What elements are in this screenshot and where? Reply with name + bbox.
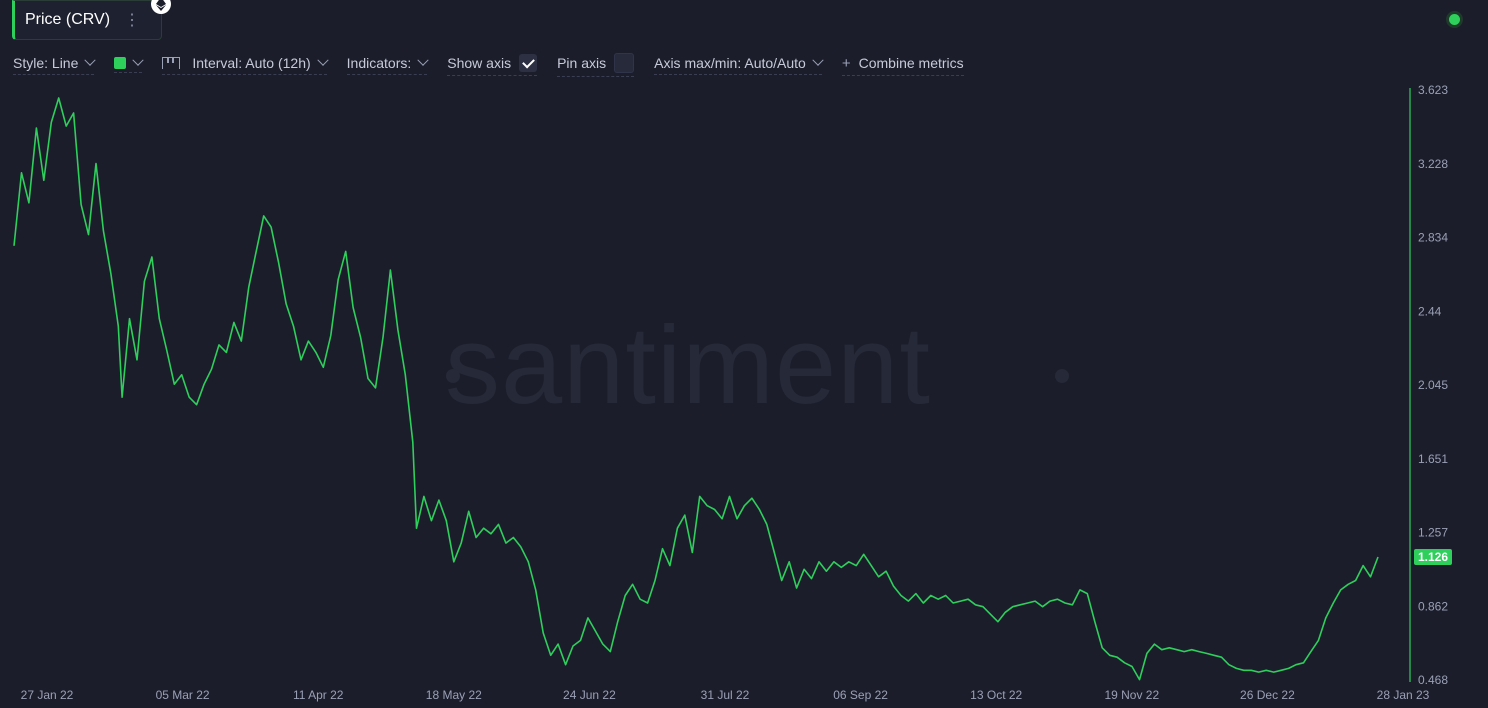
last-value-label: 1.126 [1418, 550, 1448, 564]
last-value-badge [1414, 548, 1452, 565]
x-tick-label: 05 Mar 22 [156, 688, 210, 702]
show-axis-checkbox[interactable] [519, 54, 538, 72]
color-picker[interactable] [114, 54, 145, 73]
watermark-dot [446, 369, 460, 383]
metric-tab-price-crv[interactable]: Price (CRV) ⋮ [12, 0, 162, 40]
watermark-dot [1055, 369, 1069, 383]
plus-icon: + [841, 54, 851, 72]
indicators-dropdown[interactable]: Indicators: [346, 54, 429, 75]
price-series-line [13, 97, 1379, 681]
y-tick-label: 3.228 [1418, 157, 1448, 171]
pin-axis-toggle[interactable]: Pin axis [557, 53, 635, 77]
pin-axis-checkbox[interactable] [614, 53, 635, 73]
kebab-menu-icon[interactable]: ⋮ [124, 12, 140, 29]
indicators-label: Indicators: [346, 55, 412, 71]
show-axis-label: Show axis [447, 55, 512, 71]
combine-metrics-label: Combine metrics [858, 55, 964, 71]
metric-tab-label: Price (CRV) [25, 11, 111, 28]
ethereum-icon [151, 0, 171, 14]
pin-axis-label: Pin axis [557, 55, 607, 71]
y-tick-label: 2.44 [1418, 304, 1442, 318]
x-tick-label: 06 Sep 22 [833, 688, 888, 702]
style-label: Style: Line [13, 55, 79, 71]
x-tick-label: 24 Jun 22 [563, 688, 616, 702]
x-tick-label: 18 May 22 [426, 688, 482, 702]
y-tick-label: 2.834 [1418, 231, 1448, 245]
y-tick-label: 3.623 [1418, 83, 1448, 97]
y-tick-label: 2.045 [1418, 378, 1448, 392]
combine-metrics-button[interactable]: + Combine metrics [841, 54, 964, 76]
x-tick-label: 27 Jan 22 [21, 688, 74, 702]
y-tick-label: 0.862 [1418, 599, 1448, 613]
y-tick-label: 1.257 [1418, 526, 1448, 540]
santiment-watermark: santiment [445, 304, 931, 427]
x-tick-label: 28 Jan 23 [1377, 688, 1430, 702]
color-swatch [114, 57, 127, 69]
show-axis-toggle[interactable]: Show axis [447, 54, 538, 76]
x-tick-label: 19 Nov 22 [1104, 688, 1159, 702]
y-tick-label: 1.651 [1418, 452, 1448, 466]
x-tick-label: 11 Apr 22 [293, 688, 344, 702]
x-tick-label: 26 Dec 22 [1240, 688, 1295, 702]
interval-icon [162, 57, 181, 69]
chart-toolbar: Style: Line Interval: Auto (12h) Indicat… [13, 53, 984, 77]
interval-dropdown[interactable]: Interval: Auto (12h) [162, 54, 329, 75]
x-tick-label: 13 Oct 22 [970, 688, 1022, 702]
x-tick-label: 31 Jul 22 [701, 688, 750, 702]
interval-label: Interval: Auto (12h) [192, 55, 311, 71]
axis-range-label: Axis max/min: Auto/Auto [654, 55, 806, 71]
status-dot-icon [1449, 14, 1460, 25]
axis-range-dropdown[interactable]: Axis max/min: Auto/Auto [654, 54, 824, 75]
y-tick-label: 0.468 [1418, 673, 1448, 687]
style-dropdown[interactable]: Style: Line [13, 54, 97, 75]
